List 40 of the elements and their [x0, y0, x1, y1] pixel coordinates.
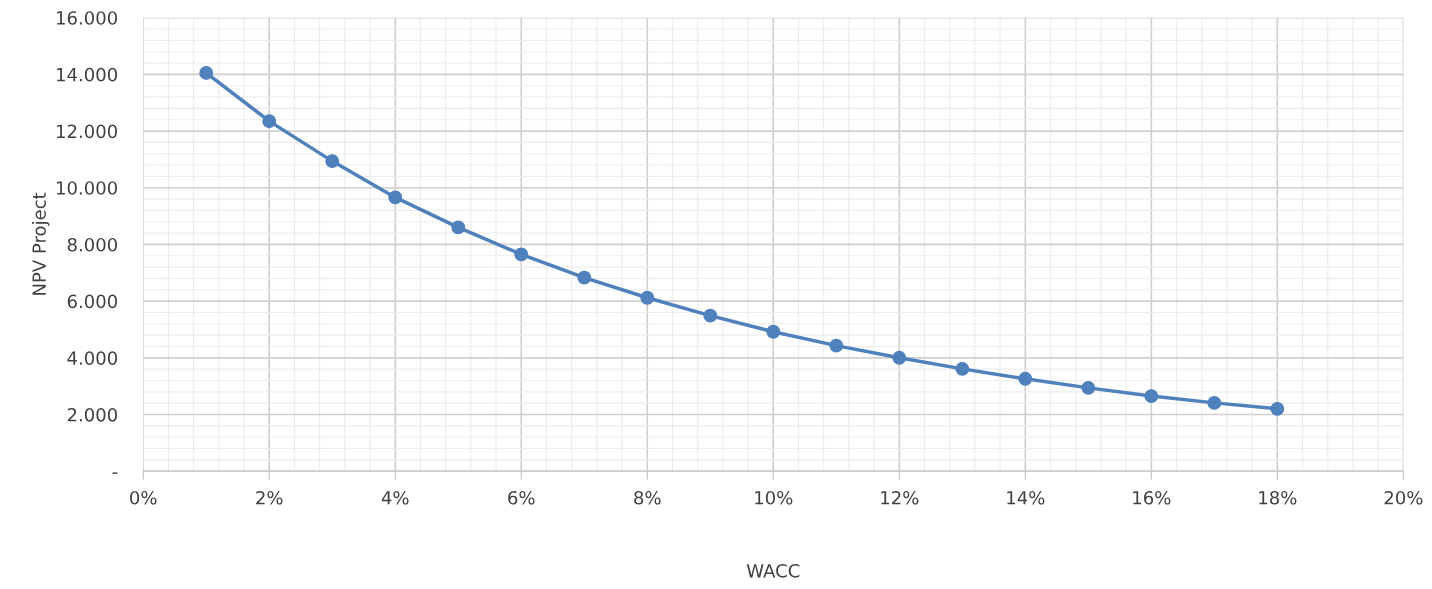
x-tick-label: 16%: [1133, 490, 1171, 505]
y-tick-label: 4.000: [67, 351, 117, 365]
x-tick-label: 10%: [755, 490, 793, 505]
y-tick-label: 8.000: [67, 237, 117, 252]
y-tick-label: 12.000: [57, 124, 117, 139]
x-tick-label: 0%: [130, 490, 157, 505]
point: [640, 290, 655, 305]
y-tick-label: 2.000: [67, 407, 117, 422]
point: [703, 308, 718, 323]
y-tick-label: 16.000: [57, 11, 117, 25]
point: [1207, 395, 1222, 410]
point: [1270, 401, 1285, 416]
point: [1018, 371, 1033, 386]
point: [577, 270, 592, 285]
y-tick-label: -: [112, 472, 118, 474]
y-tick-label: 10.000: [57, 181, 117, 195]
x-tick-label: 6%: [508, 490, 535, 505]
point: [766, 324, 781, 339]
point: [514, 247, 529, 262]
point: [892, 350, 907, 365]
point: [955, 361, 970, 376]
point: [199, 65, 214, 80]
y-axis-title: NPV Project: [31, 192, 50, 295]
x-tick-label: 14%: [1007, 490, 1045, 505]
point: [325, 154, 340, 169]
x-axis-title: WACC: [746, 563, 800, 578]
point: [829, 338, 844, 353]
x-tick-label: 8%: [634, 490, 661, 505]
x-tick-label: 2%: [256, 490, 283, 505]
y-tick-label: 14.000: [57, 67, 117, 82]
x-tick-label: 20%: [1384, 490, 1423, 505]
point: [451, 220, 466, 235]
y-tick-label: 6.000: [67, 294, 117, 309]
point: [1144, 389, 1159, 404]
point: [1081, 380, 1096, 395]
x-tick-label: 18%: [1259, 490, 1297, 505]
point: [262, 114, 277, 129]
x-tick-label: 12%: [881, 490, 919, 505]
point: [388, 190, 403, 205]
x-tick-label: 4%: [381, 490, 409, 505]
